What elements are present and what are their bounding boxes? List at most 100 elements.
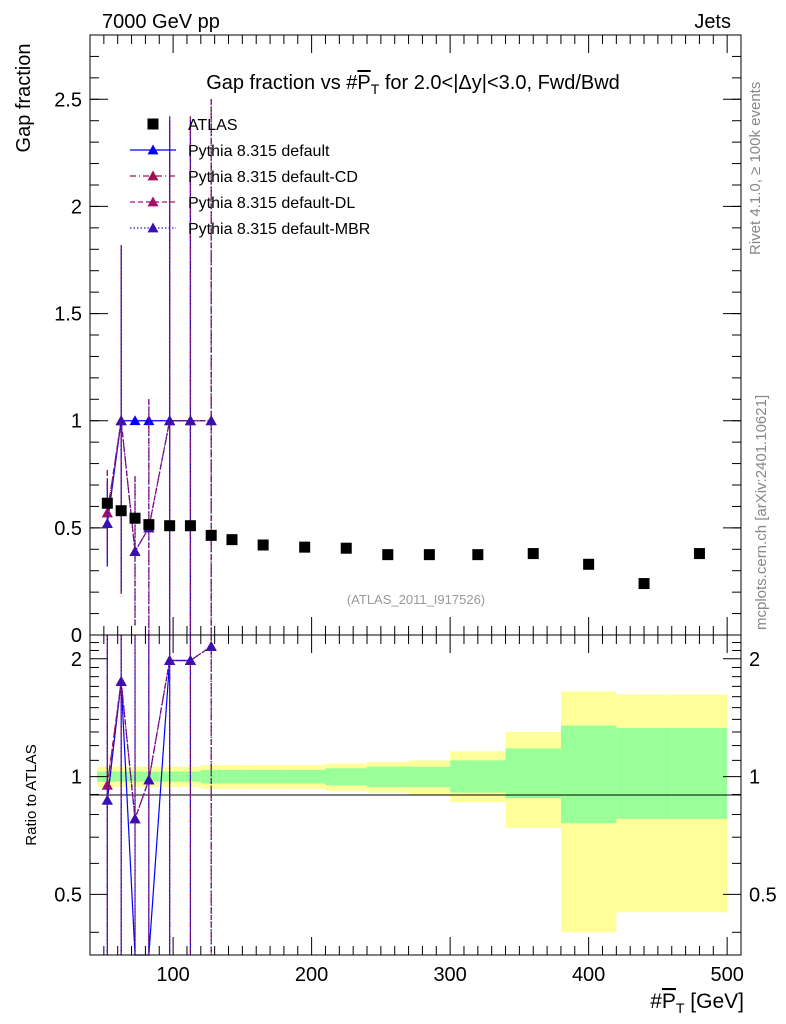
ratio-series-point [205,640,217,651]
atlas-point [382,549,394,561]
xlabel-pbar: P [662,990,676,1013]
main-series-point [129,545,141,556]
main-title: Gap fraction vs #PT for 2.0<|Δy|<3.0, Fw… [206,72,620,97]
xtick-label: 100 [156,964,189,986]
ratio-band-green [145,771,160,782]
main-ytick-label: 1 [71,411,82,433]
atlas-point [527,548,539,560]
ratio-ylabel: Ratio to ATLAS [23,744,40,845]
ratio-band-green [671,728,728,819]
main-series-point [184,415,196,426]
header-left: 7000 GeV pp [102,11,220,33]
atlas-point [143,519,155,531]
ratio-series-point [101,794,113,805]
ratio-band-green [131,771,146,782]
main-tick-layer: 0 0.5 1 1.5 2 2.5 [54,35,741,647]
ratio-ytick-label-left: 1 [71,767,82,789]
main-atlas-layer [101,497,705,590]
ratio-band-green [616,728,672,819]
ratio-ytick-label-right: 2 [749,649,760,671]
mcplots-label: mcplots.cern.ch [arXiv:2401.10621] [753,395,770,630]
legend-label: Pythia 8.315 default-CD [188,169,358,186]
ratio-ytick-label-left: 0.5 [54,884,82,906]
title-pbar: P [357,72,370,94]
ratio-series-point [184,654,196,665]
ratio-ytick-label-left: 2 [71,649,82,671]
xlabel-prefix: # [650,990,662,1013]
xtick-label: 200 [295,964,328,986]
legend: ATLAS Pythia 8.315 default Pythia 8.315 de… [130,117,370,238]
atlas-point [340,542,352,554]
ratio-series-point [115,675,127,686]
atlas-point [638,578,650,590]
ratio-frame [89,634,742,956]
atlas-point [583,558,595,570]
legend-marker [147,170,159,181]
xlabel-suffix: [GeV] [684,990,744,1013]
atlas-point [693,548,705,560]
legend-label: ATLAS [188,117,238,134]
main-ytick-label: 2.5 [54,89,82,111]
atlas-point [257,539,269,551]
main-series-point [101,518,113,528]
ratio-series-point [129,813,141,824]
legend-label: Pythia 8.315 default-MBR [188,221,370,238]
main-ylabel: Gap fraction [13,44,35,153]
atlas-point [205,529,217,541]
title-suffix: for 2.0<|Δy|<3.0, Fwd/Bwd [379,72,620,94]
xtick-label: 300 [433,964,466,986]
ratio-bands-layer [96,691,728,933]
atlas-point [101,497,113,509]
ratio-band-green [221,769,243,784]
ratio-ytick-label-right: 1 [749,767,760,789]
main-ytick-label: 0 [71,625,82,647]
header-right: Jets [694,11,731,33]
ratio-band-green [200,769,222,784]
ratio-band-green [283,769,326,784]
main-ytick-label: 0.5 [54,518,82,540]
main-series-point [115,415,127,426]
main-series-line [106,420,212,554]
ratio-series-line [106,645,212,819]
atlas-point [226,534,238,546]
xtick-label: 400 [572,964,605,986]
ratio-band-green [408,766,451,788]
atlas-point [129,512,141,524]
analysis-label: (ATLAS_2011_I917526) [347,592,485,607]
x-axis-label: #PT [GeV] [650,990,744,1016]
main-series-point [164,415,176,426]
ratio-series-layer [101,635,217,956]
ratio-tick-layer: 0.5 0.5 1 1 2 2 100 200 300 400 500 [54,635,777,986]
xlabel-sub: T [676,1000,685,1016]
legend-marker [147,118,159,130]
ratio-panel: 0.5 0.5 1 1 2 2 100 200 300 400 500 Ratio to ATLAS… [23,634,777,1016]
xtick-label: 500 [710,964,743,986]
title-prefix: Gap fraction vs # [206,72,358,94]
main-ytick-label: 1.5 [54,304,82,326]
ratio-band-green [124,771,132,782]
ratio-series-line [106,645,212,819]
main-panel: 0 0.5 1 1.5 2 2.5 Gap fraction vs #PT for 2.0… [13,34,742,647]
ratio-series-point [101,779,113,790]
main-series-point [129,415,141,426]
atlas-point [115,505,127,517]
ratio-band-green [325,768,368,786]
atlas-point [184,520,196,532]
legend-label: Pythia 8.315 default-DL [188,195,355,212]
rivet-label: Rivet 4.1.0, ≥ 100k events [747,82,764,255]
ratio-series-point [164,654,176,665]
atlas-point [472,549,484,561]
ratio-series-point [143,774,155,785]
ratio-band-green [505,748,561,799]
atlas-point [164,520,176,532]
atlas-point [423,549,435,561]
legend-marker [147,222,159,233]
title-sub: T [371,81,380,97]
legend-marker [147,144,159,155]
ratio-ytick-label-right: 0.5 [749,884,777,906]
ratio-band-green [450,760,506,793]
legend-label: Pythia 8.315 default [188,143,330,160]
ratio-band-green [560,725,617,824]
main-ytick-label: 2 [71,196,82,218]
